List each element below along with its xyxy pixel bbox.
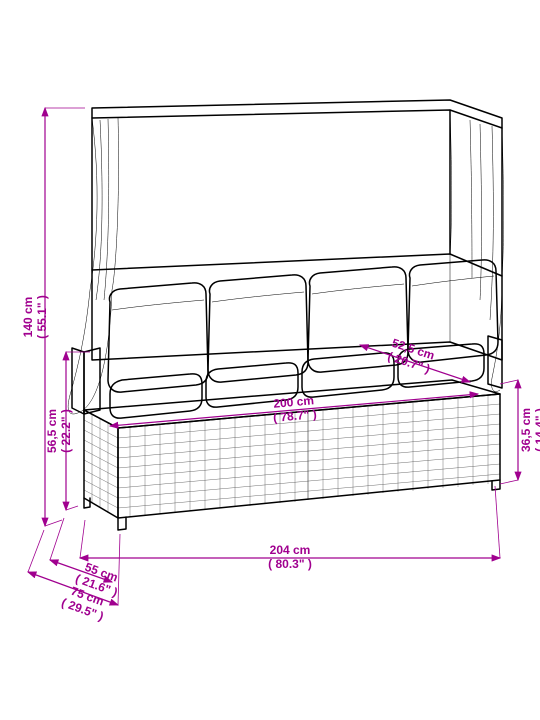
dim-width_total: 204 cm( 80.3" )	[80, 486, 500, 571]
dim-label-width_total: 204 cm( 80.3" )	[268, 543, 312, 571]
dim-label-height_total: 140 cm( 55.1" )	[21, 295, 49, 339]
dimensions-layer: 140 cm( 55.1" ) 56,5 cm( 22.2" ) 36,5 cm( …	[21, 108, 540, 623]
furniture-outline	[68, 100, 503, 530]
dim-label-seat_back_height: 56,5 cm( 22.2" )	[45, 409, 73, 453]
dim-seat_height: 36,5 cm( 14.4" )	[500, 380, 540, 484]
dim-depth_55: 55 cm( 21.6" )	[50, 518, 124, 599]
dim-height_total: 140 cm( 55.1" )	[21, 108, 85, 526]
dim-label-width_inner: 200 cm( 78.7" )	[271, 393, 317, 425]
dimension-drawing: 140 cm( 55.1" ) 56,5 cm( 22.2" ) 36,5 cm( …	[0, 0, 540, 720]
dim-label-seat_height: 36,5 cm( 14.4" )	[519, 408, 540, 452]
